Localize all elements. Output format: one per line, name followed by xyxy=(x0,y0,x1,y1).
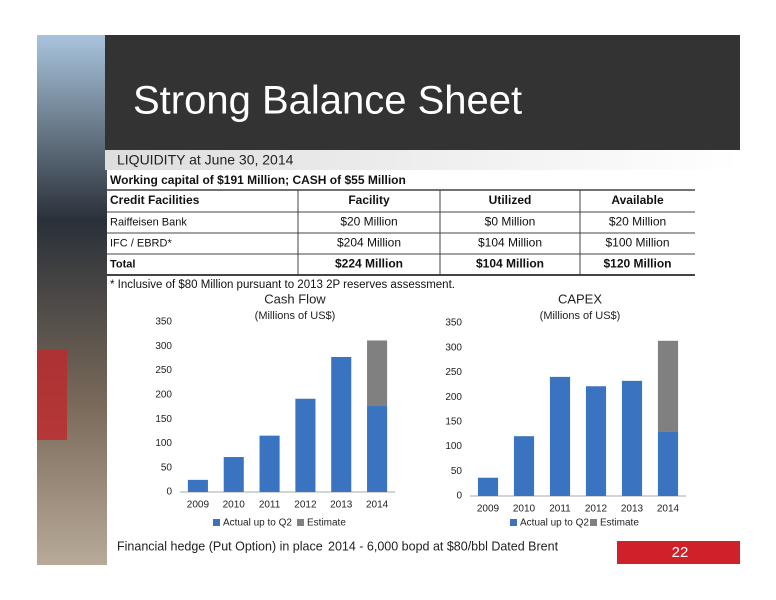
title: Strong Balance Sheet xyxy=(133,79,522,123)
table-caption: Working capital of $191 Million; CASH of… xyxy=(110,173,406,187)
x-tick-label: 2014 xyxy=(657,504,680,515)
x-tick-label: 2013 xyxy=(330,500,353,511)
x-tick-label: 2011 xyxy=(259,500,281,511)
subtitle: LIQUIDITY at June 30, 2014 xyxy=(117,152,294,168)
y-tick-label: 0 xyxy=(166,487,172,498)
cell: IFC / EBRD* xyxy=(110,237,172,249)
chart-subtitle: (Millions of US$) xyxy=(540,310,621,322)
y-tick-label: 300 xyxy=(445,342,462,353)
y-tick-label: 200 xyxy=(445,392,462,403)
x-tick-label: 2010 xyxy=(223,500,246,511)
bar xyxy=(513,436,535,496)
x-tick-label: 2009 xyxy=(187,500,210,511)
photo-detail xyxy=(37,350,67,440)
bar xyxy=(187,479,208,492)
legend-label: Actual up to Q2 xyxy=(223,518,292,529)
bar xyxy=(367,406,388,492)
cell: $224 Million xyxy=(335,257,403,271)
chart: CAPEX (Millions of US$) 0 50 100 150 200 250 300… xyxy=(445,291,686,529)
header-bar xyxy=(105,35,740,150)
legend-swatch xyxy=(590,519,597,526)
x-tick-label: 2012 xyxy=(585,504,608,515)
chart-title: CAPEX xyxy=(558,291,602,306)
hedge-detail: 2014 - 6,000 bopd at $80/bbl Dated Brent xyxy=(328,539,559,553)
cell: $20 Million xyxy=(340,215,397,229)
y-tick-label: 200 xyxy=(155,389,172,400)
legend-swatch xyxy=(297,519,304,526)
bar xyxy=(223,457,244,492)
cell: Raiffeisen Bank xyxy=(110,216,187,228)
cell: $100 Million xyxy=(605,236,669,250)
y-tick-label: 150 xyxy=(445,416,462,427)
column-header: Utilized xyxy=(489,193,532,207)
column-header: Available xyxy=(611,193,664,207)
bar xyxy=(477,477,499,496)
column-header: Credit Facilities xyxy=(110,193,200,207)
bar xyxy=(657,431,679,496)
y-tick-label: 350 xyxy=(155,317,172,328)
y-tick-label: 300 xyxy=(155,341,172,352)
chart: Cash Flow (Millions of US$) 0 50 100 150 200 25… xyxy=(155,291,395,529)
subtitle-band xyxy=(105,150,740,170)
column-header: Facility xyxy=(348,193,390,207)
legend-label: Actual up to Q2 xyxy=(520,518,589,529)
x-tick-label: 2013 xyxy=(621,504,644,515)
cell: $204 Million xyxy=(337,236,401,250)
chart-subtitle: (Millions of US$) xyxy=(255,310,336,322)
bar xyxy=(585,386,607,496)
cell: $120 Million xyxy=(603,257,671,271)
x-tick-label: 2010 xyxy=(513,504,536,515)
bar xyxy=(367,340,388,407)
y-tick-label: 250 xyxy=(445,367,462,378)
cell: $104 Million xyxy=(478,236,542,250)
y-tick-label: 100 xyxy=(445,441,462,452)
bar xyxy=(331,356,352,492)
cell: $20 Million xyxy=(609,215,666,229)
cell: Total xyxy=(110,258,135,270)
legend-swatch xyxy=(510,519,517,526)
bar xyxy=(621,380,643,496)
legend-label: Estimate xyxy=(307,518,346,529)
chart-title: Cash Flow xyxy=(264,291,326,306)
y-tick-label: 150 xyxy=(155,414,172,425)
y-tick-label: 100 xyxy=(155,438,172,449)
bar xyxy=(549,376,571,496)
x-tick-label: 2012 xyxy=(294,500,317,511)
x-tick-label: 2009 xyxy=(477,504,500,515)
table: Credit Facilities Facility Utilized Availab… xyxy=(107,189,695,276)
cell: $0 Million xyxy=(485,215,536,229)
bar xyxy=(259,435,280,492)
y-tick-label: 50 xyxy=(161,462,173,473)
y-tick-label: 0 xyxy=(456,491,462,502)
y-tick-label: 250 xyxy=(155,365,172,376)
photo xyxy=(37,35,107,565)
page-box xyxy=(617,541,740,564)
bar xyxy=(657,340,679,432)
y-tick-label: 50 xyxy=(451,466,463,477)
legend-swatch xyxy=(213,519,220,526)
legend-label: Estimate xyxy=(600,518,639,529)
x-tick-label: 2011 xyxy=(549,504,571,515)
page-number: 22 xyxy=(672,544,689,561)
x-tick-label: 2014 xyxy=(366,500,389,511)
bar xyxy=(295,398,316,492)
cell: $104 Million xyxy=(476,257,544,271)
hedge-note: Financial hedge (Put Option) in place xyxy=(117,539,323,553)
footnote: * Inclusive of $80 Million pursuant to 2… xyxy=(110,279,455,291)
y-tick-label: 350 xyxy=(445,318,462,329)
